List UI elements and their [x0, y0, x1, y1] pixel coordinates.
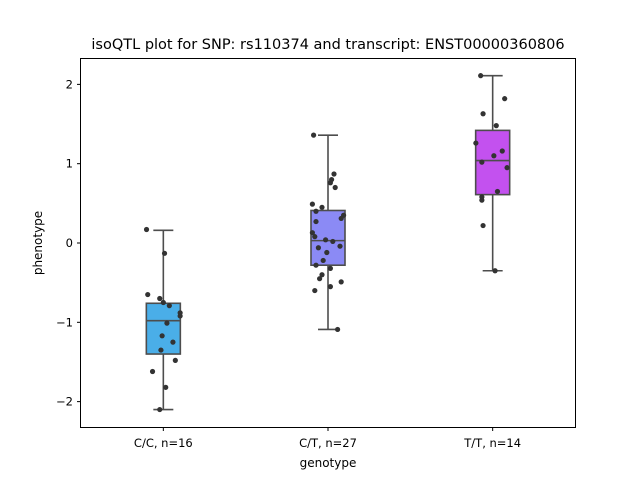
data-point	[160, 299, 166, 306]
data-point	[478, 73, 484, 79]
chart-title: isoQTL plot for SNP: rs110374 and transc…	[91, 37, 564, 53]
data-point	[499, 148, 505, 154]
data-point	[143, 226, 150, 233]
data-point	[149, 368, 156, 375]
data-point	[315, 245, 321, 251]
data-point	[327, 284, 333, 290]
data-point	[502, 96, 508, 102]
data-point	[338, 215, 344, 222]
data-point	[309, 230, 315, 236]
data-point	[158, 347, 164, 353]
data-point	[319, 272, 325, 278]
data-point	[335, 326, 341, 333]
x-tick-label: C/C, n=16	[134, 436, 193, 450]
data-point	[164, 320, 170, 326]
data-point	[319, 204, 325, 210]
data-point	[163, 384, 169, 390]
x-axis-label: genotype	[300, 456, 357, 470]
data-point	[324, 249, 330, 256]
data-point	[157, 295, 163, 302]
data-point	[145, 291, 151, 298]
y-axis: −2 −1 0 1 2	[56, 77, 81, 409]
data-point	[479, 197, 485, 203]
data-point	[317, 276, 323, 282]
data-point	[332, 184, 338, 191]
x-tick-label: T/T, n=14	[463, 436, 521, 450]
data-point	[312, 287, 318, 294]
data-point	[161, 250, 168, 256]
y-tick-label: −1	[56, 315, 73, 329]
data-point	[170, 339, 176, 345]
data-point	[479, 159, 485, 165]
box-group	[474, 74, 511, 272]
data-point	[177, 313, 183, 319]
y-tick-label: 2	[66, 77, 73, 91]
data-point	[494, 188, 501, 195]
data-point	[504, 165, 510, 171]
data-point	[491, 153, 497, 159]
data-point	[313, 208, 319, 214]
data-point	[313, 262, 319, 268]
y-tick-label: 0	[66, 236, 73, 250]
data-point	[330, 238, 336, 245]
box-group	[145, 229, 182, 411]
y-tick-label: −2	[56, 395, 73, 409]
data-point	[159, 333, 165, 339]
plot-area	[143, 73, 511, 413]
data-point	[480, 222, 486, 229]
data-point	[338, 279, 344, 285]
data-point	[309, 201, 315, 207]
y-tick-label: 1	[66, 157, 73, 171]
x-tick-label: C/T, n=27	[299, 436, 357, 450]
data-point	[473, 140, 479, 146]
data-point	[312, 234, 318, 240]
data-point	[331, 171, 337, 177]
data-point	[327, 265, 333, 271]
data-point	[493, 123, 499, 129]
data-point	[337, 243, 343, 249]
y-axis-label: phenotype	[31, 211, 45, 275]
data-point	[172, 357, 178, 363]
data-point	[166, 303, 172, 309]
box-iqr	[145, 302, 182, 355]
data-point	[320, 257, 326, 264]
data-point	[323, 237, 329, 243]
data-point	[327, 180, 333, 186]
data-point	[311, 132, 317, 138]
data-point	[492, 268, 498, 274]
data-point	[313, 218, 319, 225]
data-point	[157, 406, 163, 413]
data-point	[480, 111, 486, 117]
x-axis: C/C, n=16 C/T, n=27 T/T, n=14	[134, 427, 521, 450]
box-group	[310, 134, 346, 331]
